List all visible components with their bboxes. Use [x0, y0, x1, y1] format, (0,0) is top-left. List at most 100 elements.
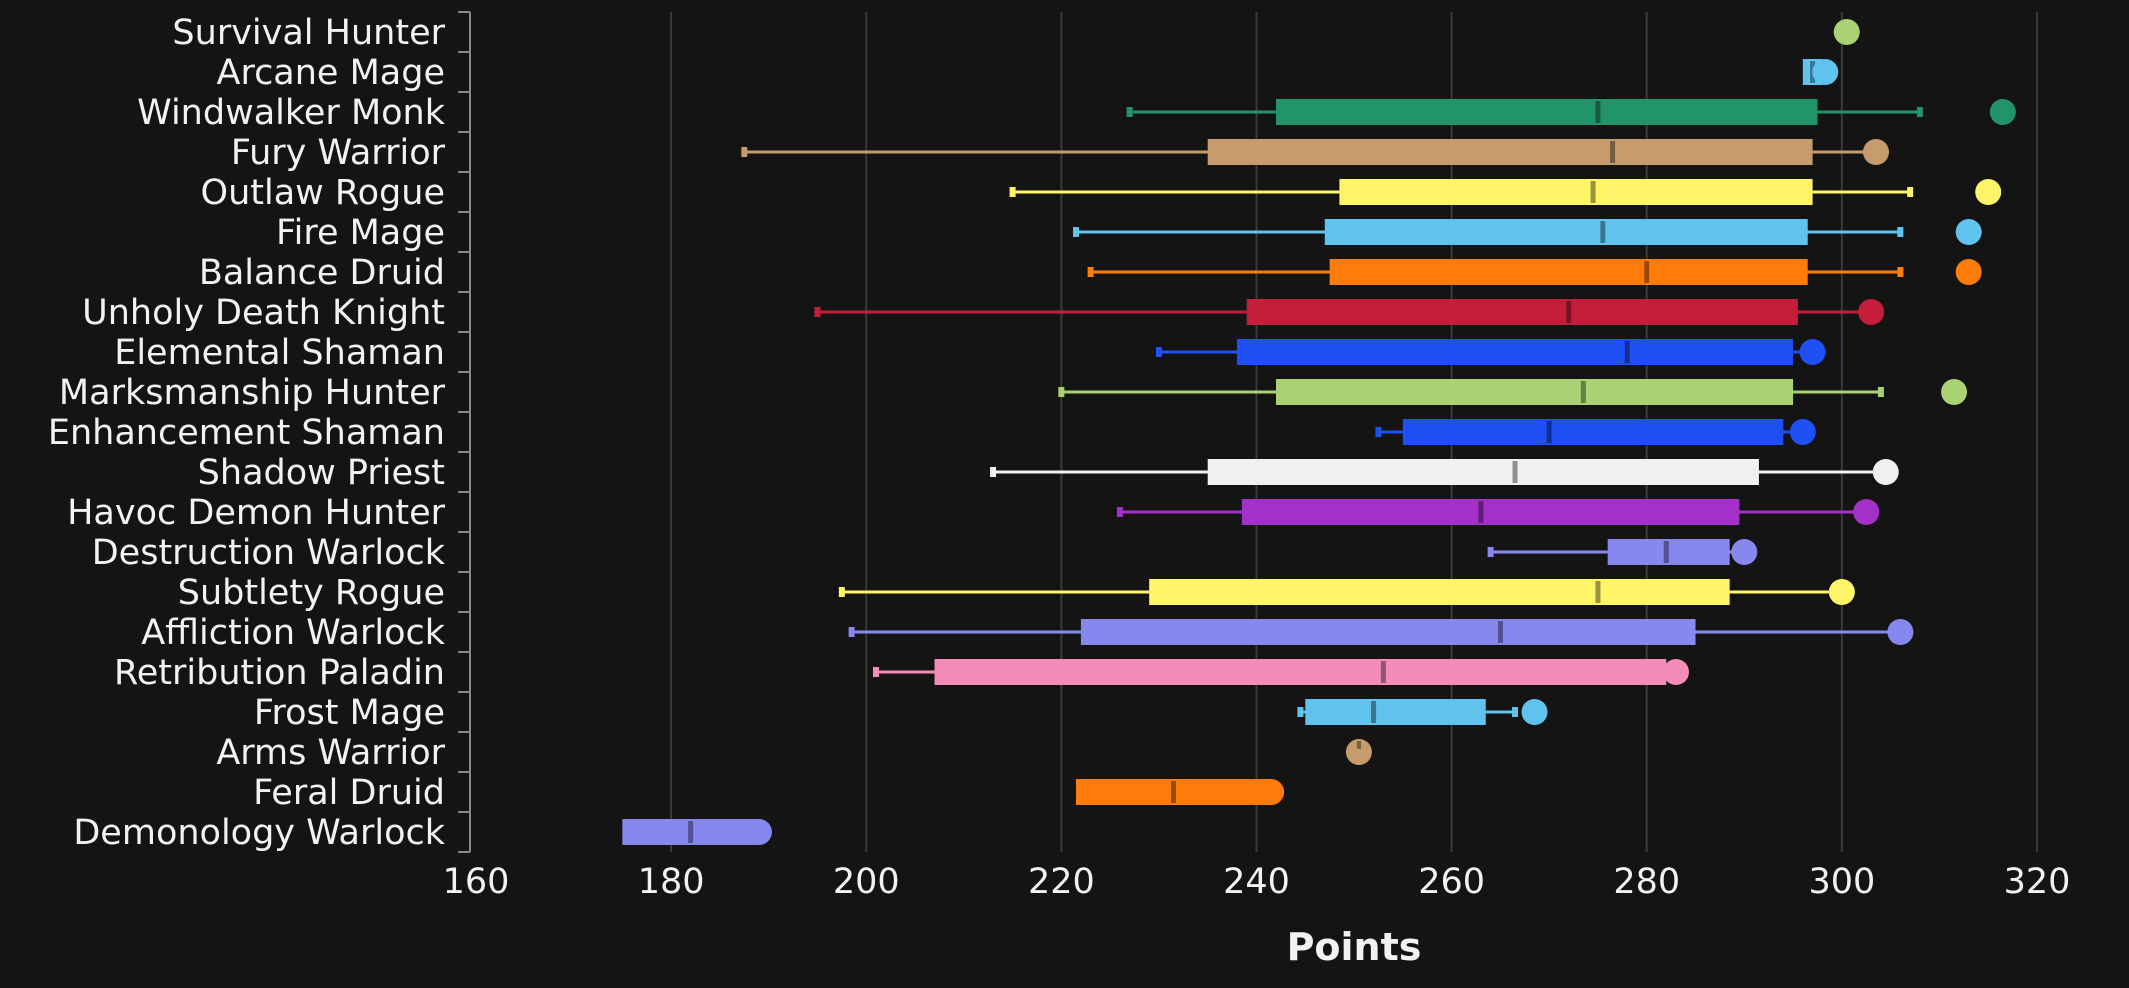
- outlier-point: [1828, 579, 1855, 605]
- outlier-point: [1258, 779, 1285, 805]
- box-elemental-shaman: [1155, 339, 1826, 365]
- median-mark: [1380, 661, 1386, 683]
- whisker-cap-low: [1297, 707, 1304, 717]
- outlier-point: [1789, 419, 1816, 445]
- median-mark: [1624, 341, 1630, 363]
- category-label: Havoc Demon Hunter: [67, 493, 446, 533]
- box-enhancement-shaman: [1375, 419, 1816, 445]
- outlier-point: [1663, 659, 1689, 685]
- outlier-point: [1941, 379, 1968, 405]
- x-tick-labels: 160 180 200 220 240 260 280 300 320: [443, 862, 2071, 902]
- outlier-point: [1975, 179, 2002, 205]
- category-label: Outlaw Rogue: [201, 173, 445, 213]
- median-mark: [688, 821, 694, 843]
- median-mark: [1512, 461, 1518, 483]
- box-iqr: [1207, 459, 1759, 485]
- median-mark: [1171, 781, 1177, 803]
- outlier-point: [1812, 59, 1839, 85]
- category-label: Fire Mage: [276, 213, 445, 253]
- box-demonology-warlock: [622, 819, 772, 845]
- whisker-cap-low: [1073, 227, 1079, 237]
- x-tick-label: 200: [833, 862, 900, 902]
- category-label: Arcane Mage: [217, 53, 446, 93]
- whisker-cap-low: [1375, 427, 1382, 437]
- median-mark: [1566, 301, 1572, 323]
- box-iqr: [1276, 379, 1794, 405]
- median-mark: [1590, 181, 1596, 203]
- box-unholy-death-knight: [814, 299, 1885, 325]
- category-label: Elemental Shaman: [114, 333, 445, 373]
- category-label: Arms Warrior: [216, 733, 445, 773]
- outlier-point: [1955, 219, 1982, 245]
- boxes: [622, 19, 2016, 845]
- category-label: Fury Warrior: [231, 133, 446, 173]
- box-iqr: [1149, 579, 1730, 605]
- outlier-point: [745, 819, 772, 845]
- median-mark: [1497, 621, 1503, 643]
- category-label: Feral Druid: [253, 773, 445, 813]
- outlier-point: [1345, 739, 1372, 765]
- outlier-point: [1858, 299, 1885, 325]
- category-label: Subtlety Rogue: [178, 573, 445, 613]
- outlier-point: [1521, 699, 1548, 725]
- box-iqr: [1276, 99, 1818, 125]
- box-survival-hunter: [1833, 19, 1860, 45]
- category-label: Retribution Paladin: [114, 653, 445, 693]
- box-outlaw-rogue: [1009, 179, 2002, 205]
- median-mark: [1663, 541, 1669, 563]
- box-destruction-warlock: [1487, 539, 1758, 565]
- box-iqr: [1339, 179, 1813, 205]
- whisker-cap-low: [848, 627, 855, 637]
- whisker-cap-high: [1897, 267, 1904, 277]
- x-axis-title: Points: [1287, 925, 1422, 969]
- category-label: Destruction Warlock: [92, 533, 446, 573]
- box-fury-warrior: [741, 139, 1889, 165]
- median-mark: [1356, 741, 1361, 749]
- category-label: Survival Hunter: [172, 13, 445, 53]
- category-label: Demonology Warlock: [73, 813, 445, 853]
- whisker-cap-high: [1512, 707, 1519, 717]
- whisker-cap-low: [1009, 187, 1016, 197]
- box-retribution-paladin: [873, 659, 1689, 685]
- outlier-point: [1799, 339, 1826, 365]
- x-tick-label: 160: [443, 862, 510, 902]
- whisker-cap-low: [1087, 267, 1094, 277]
- x-tick-label: 240: [1223, 862, 1290, 902]
- outlier-point: [1872, 459, 1899, 485]
- whisker-cap-high: [1916, 107, 1923, 117]
- outlier-point: [1853, 499, 1880, 525]
- whisker-cap-low: [1126, 107, 1133, 117]
- box-iqr: [1324, 219, 1808, 245]
- box-iqr: [1402, 419, 1784, 445]
- box-iqr: [1246, 299, 1798, 325]
- y-axis: [458, 11, 471, 853]
- whisker-cap-low: [814, 307, 821, 317]
- outlier-point: [1887, 619, 1914, 645]
- whisker-cap-low: [873, 667, 879, 677]
- whisker-cap-low: [990, 467, 997, 477]
- x-tick-label: 280: [1613, 862, 1680, 902]
- category-label: Enhancement Shaman: [48, 413, 445, 453]
- median-mark: [1546, 421, 1552, 443]
- box-havoc-demon-hunter: [1116, 499, 1880, 525]
- category-label: Balance Druid: [199, 253, 445, 293]
- whisker-cap-high: [1897, 227, 1904, 237]
- box-subtlety-rogue: [838, 579, 1855, 605]
- whisker-cap-high: [1877, 387, 1884, 397]
- box-iqr: [1305, 699, 1486, 725]
- x-tick-label: 260: [1418, 862, 1485, 902]
- box-iqr: [1329, 259, 1808, 285]
- outlier-point: [1863, 139, 1889, 165]
- whisker-cap-low: [1487, 547, 1494, 557]
- outlier-point: [1955, 259, 1982, 285]
- median-mark: [1580, 381, 1586, 403]
- median-mark: [1595, 101, 1601, 123]
- category-label: Windwalker Monk: [137, 93, 446, 133]
- x-tick-label: 300: [1808, 862, 1875, 902]
- category-label: Affliction Warlock: [141, 613, 446, 653]
- box-fire-mage: [1073, 219, 1982, 245]
- box-arms-warrior: [1345, 739, 1372, 765]
- median-mark: [1478, 501, 1484, 523]
